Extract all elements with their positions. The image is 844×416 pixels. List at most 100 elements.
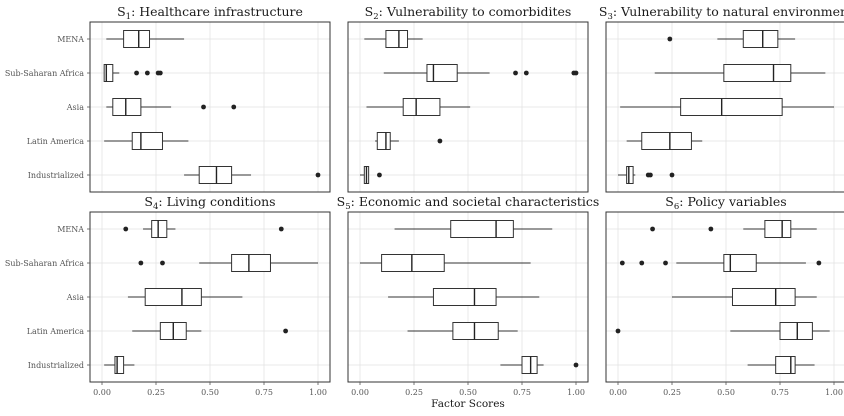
box-sub-saharan-africa <box>360 254 531 272</box>
iqr-box <box>114 356 125 374</box>
y-tick-label: Industrialized <box>28 171 84 180</box>
iqr-box <box>723 254 757 272</box>
iqr-box <box>626 166 634 184</box>
box-industrialized <box>618 166 675 184</box>
panel-title: S4: Living conditions <box>144 194 275 212</box>
box-sub-saharan-africa <box>103 64 163 82</box>
x-tick-label: 0.75 <box>771 388 789 397</box>
iqr-box <box>402 98 441 116</box>
panel-border <box>347 21 589 193</box>
iqr-box <box>112 98 142 116</box>
panel-title: S6: Policy variables <box>665 194 786 212</box>
x-tick-label: 0.75 <box>513 388 531 397</box>
y-tick-label: Industrialized <box>28 361 84 370</box>
box-sub-saharan-africa <box>138 254 318 272</box>
outlier-point <box>573 362 579 368</box>
outlier-point <box>138 260 144 266</box>
x-axis-label: Factor Scores <box>431 398 505 410</box>
x-tick-label: 1.00 <box>825 388 843 397</box>
outlier-point <box>615 328 621 334</box>
outlier-point <box>231 104 237 110</box>
y-tick-label: MENA <box>57 225 84 234</box>
outlier-point <box>639 260 645 266</box>
outlier-point <box>619 260 625 266</box>
x-tick-label: 0.75 <box>255 388 273 397</box>
outlier-point <box>523 70 529 76</box>
y-tick-label: Sub-Saharan Africa <box>5 69 84 78</box>
box-asia <box>106 98 237 116</box>
box-mena <box>106 30 185 48</box>
panel-6: S6: Policy variables 0.00 0.25 0.50 0.75 1.00 <box>605 194 844 397</box>
outlier-point <box>573 70 579 76</box>
outlier-point <box>650 226 655 232</box>
panel-title: S3: Vulnerability to natural environment <box>599 4 844 22</box>
box-industrialized <box>360 166 382 184</box>
x-tick-label: 0.00 <box>93 388 111 397</box>
box-latin-america <box>104 132 189 150</box>
iqr-box <box>521 356 538 374</box>
box-asia <box>127 288 243 306</box>
iqr-box <box>779 322 813 340</box>
outlier-point <box>134 70 139 76</box>
iqr-box <box>381 254 445 272</box>
outlier-point <box>160 260 165 266</box>
y-tick-label: Sub-Saharan Africa <box>5 259 84 268</box>
y-tick-label: Asia <box>66 103 84 112</box>
box-asia <box>366 98 471 116</box>
iqr-box <box>231 254 271 272</box>
outlier-point <box>157 70 163 76</box>
box-latin-america <box>132 322 288 340</box>
outlier-point <box>123 226 129 232</box>
box-mena <box>123 220 284 238</box>
outlier-point <box>278 226 284 232</box>
x-tick-label: 0.25 <box>147 388 165 397</box>
box-mena <box>364 30 423 48</box>
outlier-point <box>315 172 321 178</box>
x-tick-label: 0.50 <box>201 388 219 397</box>
outlier-point <box>708 226 714 232</box>
x-tick-label: 0.00 <box>609 388 627 397</box>
outlier-point <box>144 70 150 76</box>
box-sub-saharan-africa <box>654 64 826 82</box>
iqr-box <box>376 132 391 150</box>
panel-title: S5: Economic and societal characteristic… <box>337 194 600 212</box>
iqr-box <box>742 30 779 48</box>
x-tick-label: 0.50 <box>717 388 735 397</box>
panel-4: S4: Living conditions MENA Sub-Saharan Afr… <box>5 194 331 397</box>
iqr-box <box>123 30 151 48</box>
box-mena <box>650 220 817 238</box>
box-industrialized <box>184 166 321 184</box>
iqr-box <box>385 30 409 48</box>
box-mena <box>394 220 553 238</box>
iqr-box <box>432 288 497 306</box>
x-tick-label: 0.00 <box>351 388 369 397</box>
box-mena <box>667 30 796 48</box>
x-tick-label: 1.00 <box>309 388 327 397</box>
panel-2: S2: Vulnerability to comorbidites <box>347 4 589 193</box>
x-tick-label: 0.25 <box>663 388 681 397</box>
y-tick-label: MENA <box>57 35 84 44</box>
iqr-box <box>775 356 796 374</box>
panel-3: S3: Vulnerability to natural environment <box>599 4 844 193</box>
outlier-point <box>663 260 668 266</box>
iqr-box <box>723 64 792 82</box>
panel-5: S5: Economic and societal characteristic… <box>337 194 600 397</box>
panel-1: S1: Healthcare infrastructure MENA Sub-Sah… <box>5 4 331 193</box>
iqr-box <box>731 288 796 306</box>
iqr-box <box>151 220 168 238</box>
outlier-point <box>669 172 675 178</box>
outlier-point <box>437 138 443 144</box>
box-sub-saharan-africa <box>383 64 579 82</box>
y-tick-label: Asia <box>66 293 84 302</box>
x-tick-label: 1.00 <box>567 388 585 397</box>
box-asia <box>388 288 540 306</box>
iqr-box <box>198 166 233 184</box>
x-tick-label: 0.25 <box>405 388 423 397</box>
outlier-point <box>201 104 206 110</box>
iqr-box <box>641 132 692 150</box>
box-latin-america <box>375 132 443 150</box>
box-industrialized <box>500 356 579 374</box>
iqr-box <box>131 132 163 150</box>
